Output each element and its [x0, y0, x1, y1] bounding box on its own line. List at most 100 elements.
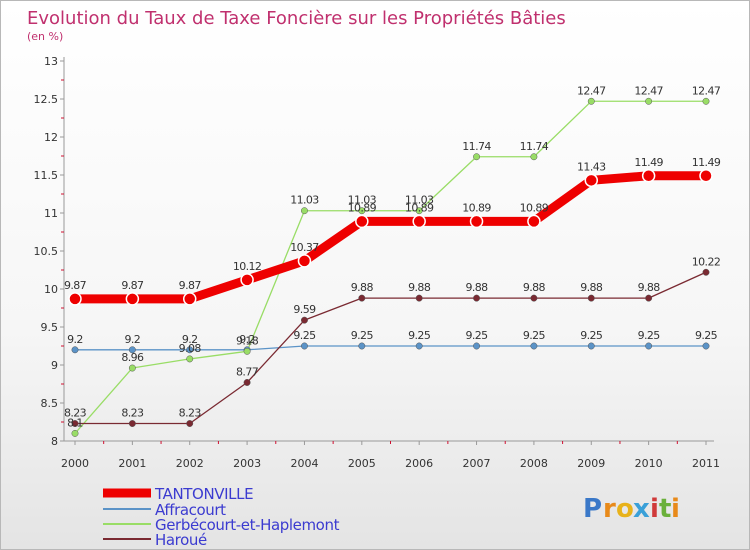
x-tick-label: 2005 — [348, 457, 376, 470]
data-point — [415, 294, 423, 302]
data-point — [645, 97, 653, 105]
legend-label: Affracourt — [155, 501, 226, 519]
x-tick-label: 2003 — [233, 457, 261, 470]
x-tick-label: 2007 — [463, 457, 491, 470]
data-point — [587, 294, 595, 302]
data-point — [71, 429, 79, 437]
data-label: 9.25 — [523, 329, 546, 342]
y-tick-label: 12 — [44, 131, 58, 144]
x-tick-label: 2011 — [692, 457, 720, 470]
data-point — [587, 342, 595, 350]
data-label: 9.88 — [465, 281, 488, 294]
data-label: 9.25 — [293, 329, 316, 342]
x-tick-label: 2000 — [61, 457, 89, 470]
data-label: 9.08 — [179, 342, 202, 355]
series-line-0 — [70, 171, 711, 304]
data-point — [68, 292, 82, 306]
x-tick-label: 2002 — [176, 457, 204, 470]
data-label: 9.2 — [182, 333, 198, 346]
data-label: 9.25 — [351, 329, 374, 342]
data-label: 10.89 — [462, 201, 491, 214]
data-point — [473, 153, 480, 161]
data-point — [584, 173, 599, 188]
logo-letter: t — [659, 494, 671, 524]
data-point — [699, 169, 713, 183]
chart-subtitle: (en %) — [27, 30, 63, 43]
data-point — [641, 169, 656, 183]
data-point — [702, 268, 710, 276]
data-point — [469, 214, 484, 229]
data-label: 11.43 — [577, 160, 606, 173]
data-point — [587, 97, 595, 105]
data-label: 8.23 — [121, 407, 144, 420]
logo-letter: o — [616, 494, 634, 524]
data-point — [297, 254, 312, 268]
data-label: 12.47 — [577, 84, 606, 97]
logo-letter: r — [603, 494, 616, 524]
y-tick-label: 12.5 — [34, 93, 59, 106]
logo-letter: x — [633, 494, 650, 524]
data-label: 10.89 — [348, 201, 377, 214]
data-label: 8.23 — [64, 407, 87, 420]
data-label: 10.12 — [233, 260, 262, 273]
data-point — [358, 294, 366, 302]
y-tick-label: 9.5 — [41, 321, 59, 334]
data-label: 12.47 — [634, 84, 663, 97]
data-point — [415, 207, 423, 215]
data-label: 11.03 — [348, 194, 377, 207]
data-point — [125, 292, 140, 306]
data-point — [702, 342, 710, 350]
y-tick-label: 13 — [44, 55, 58, 68]
data-point — [473, 342, 480, 350]
data-label: 8.77 — [236, 365, 259, 378]
data-label: 9.59 — [293, 303, 316, 316]
axes: 8 8.5 9 9.5 10 10.5 11 11.5 12 12.5 13 2000 2001 2002… — [34, 55, 721, 470]
data-label: 9.2 — [67, 333, 83, 346]
data-point — [530, 294, 538, 302]
data-label: 11.49 — [634, 156, 663, 169]
data-label: 11.49 — [692, 156, 721, 169]
x-tick-label: 2004 — [290, 457, 318, 470]
data-label: 11.03 — [405, 194, 434, 207]
data-labels: 9.2 9.2 9.2 9.2 9.25 9.25 9.25 9.25 9.25 9.25 9.25… — [64, 84, 721, 429]
data-label: 9.25 — [695, 329, 718, 342]
data-label: 11.74 — [520, 140, 549, 153]
data-point — [301, 342, 308, 350]
chart-title: Evolution du Taux de Taxe Foncière sur l… — [27, 8, 566, 29]
data-label: 9.88 — [638, 281, 661, 294]
data-label: 9.25 — [638, 329, 661, 342]
legend-label: TANTONVILLE — [154, 485, 253, 503]
data-point — [645, 294, 653, 302]
y-tick-label: 10.5 — [34, 245, 59, 258]
data-point — [128, 346, 136, 354]
data-point — [243, 347, 251, 355]
data-point — [645, 342, 653, 350]
data-label: 9.88 — [408, 281, 431, 294]
data-point — [186, 346, 194, 354]
data-label: 9.87 — [121, 279, 144, 292]
data-label: 9.2 — [125, 333, 141, 346]
data-label: 10.89 — [405, 201, 434, 214]
data-point — [71, 420, 79, 427]
data-point — [358, 342, 366, 350]
data-point — [355, 214, 369, 229]
x-tick-label: 2006 — [405, 457, 433, 470]
data-label: 9.88 — [523, 281, 546, 294]
data-point — [530, 153, 538, 161]
series-points — [68, 97, 713, 437]
data-label: 10.89 — [520, 201, 549, 214]
data-point — [473, 294, 480, 302]
data-point — [128, 364, 136, 372]
x-tick-label: 2010 — [635, 457, 663, 470]
data-point — [128, 420, 136, 427]
logo-letter: i — [650, 494, 659, 524]
data-point — [186, 420, 194, 427]
logo-letter: P — [583, 494, 602, 524]
y-tick-label: 8.5 — [41, 397, 59, 410]
data-label: 9.87 — [179, 279, 202, 292]
legend-label: Haroué — [155, 531, 207, 549]
y-tick-label: 10 — [44, 283, 58, 296]
data-label: 11.03 — [290, 194, 319, 207]
